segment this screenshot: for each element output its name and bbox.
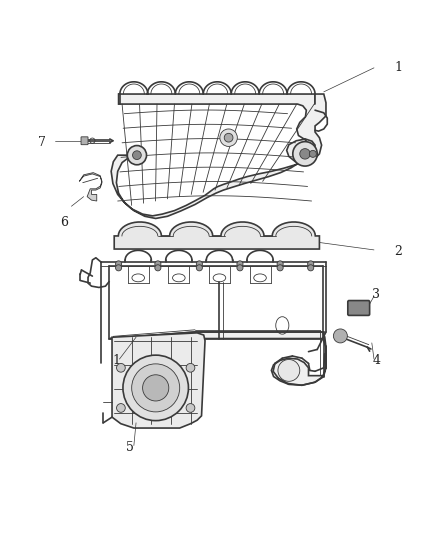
Circle shape [277,265,283,271]
Circle shape [143,375,169,401]
Text: 5: 5 [126,441,134,454]
Circle shape [155,261,161,267]
Circle shape [155,265,161,271]
Polygon shape [114,222,319,249]
Polygon shape [111,94,326,219]
Circle shape [132,364,180,412]
Circle shape [307,265,314,271]
FancyBboxPatch shape [348,301,370,316]
Text: 2: 2 [394,245,402,258]
Circle shape [117,403,125,413]
Circle shape [196,265,202,271]
Circle shape [133,151,141,159]
Circle shape [237,261,243,267]
Circle shape [278,359,300,381]
Circle shape [220,129,237,147]
Circle shape [300,149,310,159]
Circle shape [123,355,188,421]
Circle shape [116,265,122,271]
Text: 4: 4 [372,354,380,367]
Text: 1: 1 [394,61,402,74]
Circle shape [333,329,347,343]
Circle shape [186,364,195,372]
Circle shape [309,150,316,157]
Circle shape [307,261,314,267]
Circle shape [196,261,202,267]
FancyBboxPatch shape [81,137,88,144]
Circle shape [127,146,147,165]
Polygon shape [110,332,326,385]
Polygon shape [112,333,205,428]
Polygon shape [79,173,102,201]
Circle shape [224,133,233,142]
Text: 1: 1 [113,354,120,367]
Circle shape [277,261,283,267]
Text: 6: 6 [60,216,68,229]
Circle shape [117,364,125,372]
Circle shape [237,265,243,271]
Text: 7: 7 [38,135,46,149]
Circle shape [186,403,195,413]
Circle shape [116,261,122,267]
Text: 3: 3 [372,288,380,301]
Circle shape [293,142,317,166]
